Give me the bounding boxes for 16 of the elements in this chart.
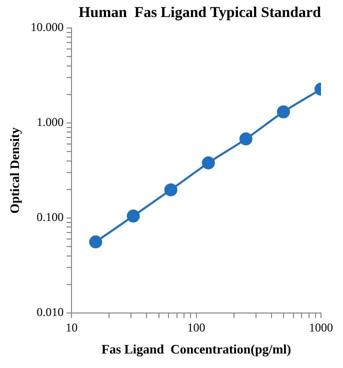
chart-title: Human Fas Ligand Typical Standard xyxy=(78,4,322,21)
x-axis-title: Fas Ligand Concentration(pg/ml) xyxy=(102,342,292,357)
y-tick-label: 10.000 xyxy=(30,20,64,34)
point xyxy=(126,209,140,222)
point xyxy=(164,183,178,196)
x-tick-label: 100 xyxy=(187,320,206,334)
y-axis-title: Optical Density xyxy=(7,126,22,214)
point xyxy=(239,132,252,146)
x-tick-label: 1000 xyxy=(309,320,333,334)
y-tick-label: 0.100 xyxy=(36,210,64,224)
point xyxy=(202,156,215,170)
point xyxy=(276,105,290,118)
point xyxy=(89,235,102,248)
y-tick-label: 1.000 xyxy=(36,115,64,130)
y-tick-label: 0.010 xyxy=(36,305,64,320)
x-tick-label: 10 xyxy=(66,320,78,334)
